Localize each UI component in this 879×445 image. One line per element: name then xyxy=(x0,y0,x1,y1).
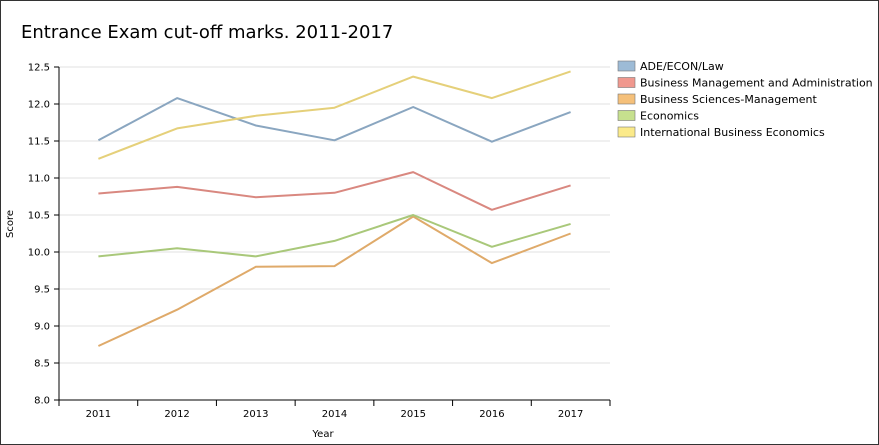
legend-swatch xyxy=(617,77,636,88)
legend-swatch xyxy=(617,93,636,105)
x-tick-label: 2015 xyxy=(400,409,425,420)
y-tick-label: 8.5 xyxy=(34,359,50,370)
x-tick-label: 2012 xyxy=(164,409,189,420)
legend-swatch xyxy=(617,60,636,72)
legend-label: Economics xyxy=(640,110,699,123)
y-tick-label: 10.0 xyxy=(28,248,50,259)
legend-label: International Business Economics xyxy=(640,126,825,139)
chart-title: Entrance Exam cut-off marks. 2011-2017 xyxy=(21,22,393,43)
y-axis: 8.0 8.5 9.0 9.5 10.0 10.5 11.0 11.5 12.0 12.5 xyxy=(28,63,60,407)
series-line-economics xyxy=(98,214,571,258)
legend: ADE/ECON/Law Business Management and Admi… xyxy=(617,60,873,139)
y-tick-label: 9.0 xyxy=(34,322,50,333)
x-axis: 2011 2012 2013 2014 2015 2016 2017 xyxy=(58,399,611,420)
y-axis-label: Score xyxy=(5,210,16,238)
x-axis-label: Year xyxy=(311,429,334,440)
legend-swatch xyxy=(617,110,636,121)
x-tick-label: 2016 xyxy=(479,409,504,420)
legend-label: ADE/ECON/Law xyxy=(640,60,724,73)
legend-label: Business Sciences-Management xyxy=(640,93,817,106)
y-tick-label: 10.5 xyxy=(28,211,50,222)
legend-label: Business Management and Administration xyxy=(640,77,873,90)
x-tick-label: 2013 xyxy=(243,409,268,420)
y-tick-label: 12.0 xyxy=(28,100,50,111)
y-tick-label: 12.5 xyxy=(28,63,50,74)
legend-swatch xyxy=(617,126,636,138)
x-tick-label: 2011 xyxy=(86,409,111,420)
series-line-international-business-economics xyxy=(98,70,571,160)
x-tick-label: 2017 xyxy=(558,409,583,420)
series-line-business-management-and-administration xyxy=(98,171,571,211)
x-tick-label: 2014 xyxy=(322,409,347,420)
gridlines xyxy=(59,66,610,364)
y-tick-label: 9.5 xyxy=(34,285,50,296)
series-lines xyxy=(97,70,571,347)
y-tick-label: 8.0 xyxy=(34,396,50,407)
y-tick-label: 11.5 xyxy=(28,137,50,148)
series-line-ade-econ-law xyxy=(97,97,571,143)
series-line-business-sciences-management xyxy=(97,215,571,347)
y-tick-label: 11.0 xyxy=(28,174,50,185)
